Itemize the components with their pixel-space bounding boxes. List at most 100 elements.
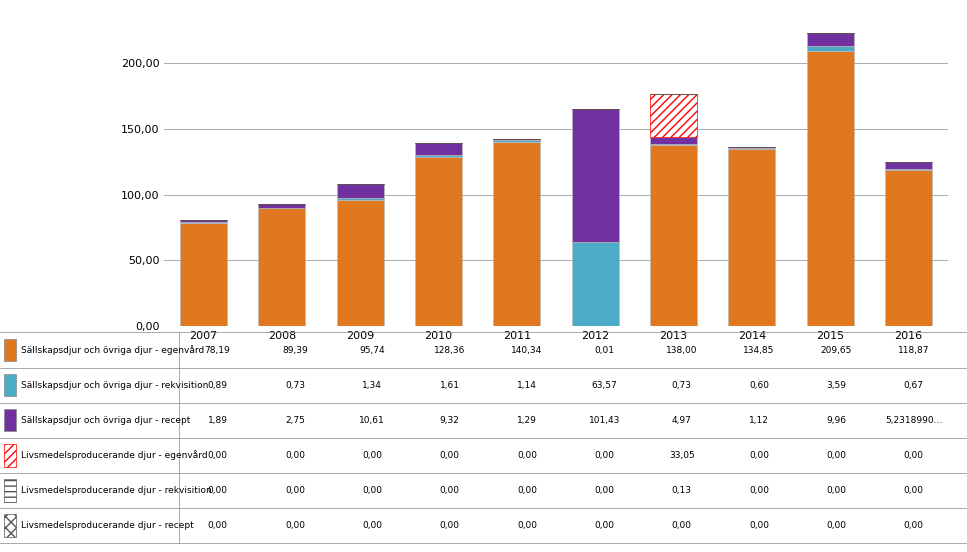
Bar <box>258 209 306 326</box>
Text: 0,89: 0,89 <box>208 380 227 390</box>
Text: 0,00: 0,00 <box>208 451 227 460</box>
Bar <box>650 144 697 145</box>
Text: 209,65: 209,65 <box>821 346 852 354</box>
Text: 0,00: 0,00 <box>595 451 614 460</box>
Text: 0,13: 0,13 <box>672 486 691 495</box>
Text: 0,00: 0,00 <box>827 451 846 460</box>
Bar <box>728 147 776 148</box>
Text: 0,67: 0,67 <box>904 380 923 390</box>
Text: 0,00: 0,00 <box>208 486 227 495</box>
Text: 138,00: 138,00 <box>666 346 697 354</box>
Text: 0,00: 0,00 <box>827 486 846 495</box>
Text: 0,73: 0,73 <box>285 380 305 390</box>
Text: 63,57: 63,57 <box>592 380 617 390</box>
Text: 0,00: 0,00 <box>672 521 691 530</box>
Text: 0,00: 0,00 <box>904 451 923 460</box>
Bar <box>180 222 227 223</box>
Text: 4,97: 4,97 <box>672 416 691 424</box>
Text: Livsmedelsproducerande djur - rekvisition: Livsmedelsproducerande djur - rekvisitio… <box>21 486 212 495</box>
Text: 10,61: 10,61 <box>360 416 385 424</box>
Text: Livsmedelsproducerande djur - egenvård: Livsmedelsproducerande djur - egenvård <box>21 450 208 460</box>
Bar <box>650 145 697 326</box>
Text: 89,39: 89,39 <box>282 346 308 354</box>
Text: 0,60: 0,60 <box>749 380 769 390</box>
Text: 3,59: 3,59 <box>827 380 846 390</box>
Text: 0,00: 0,00 <box>749 451 769 460</box>
Bar <box>180 223 227 326</box>
Text: 9,32: 9,32 <box>440 416 459 424</box>
Bar <box>650 94 697 137</box>
Text: 0,00: 0,00 <box>363 451 382 460</box>
Bar <box>806 33 854 46</box>
Text: 118,87: 118,87 <box>898 346 929 354</box>
Text: Livsmedelsproducerande djur - recept: Livsmedelsproducerande djur - recept <box>21 521 194 530</box>
Text: 33,05: 33,05 <box>669 451 694 460</box>
Bar <box>885 162 932 169</box>
Text: 0,00: 0,00 <box>749 521 769 530</box>
Bar <box>415 155 462 157</box>
Text: 0,00: 0,00 <box>517 451 537 460</box>
Bar <box>806 46 854 51</box>
Bar <box>728 149 776 326</box>
Text: 128,36: 128,36 <box>434 346 465 354</box>
Text: 101,43: 101,43 <box>589 416 620 424</box>
Bar <box>337 200 384 326</box>
Bar <box>337 198 384 200</box>
Text: 1,29: 1,29 <box>517 416 537 424</box>
Text: 0,00: 0,00 <box>285 486 305 495</box>
Text: 0,00: 0,00 <box>904 486 923 495</box>
Text: 95,74: 95,74 <box>360 346 385 354</box>
Text: 0,00: 0,00 <box>208 521 227 530</box>
Text: 9,96: 9,96 <box>827 416 846 424</box>
Text: 0,00: 0,00 <box>749 486 769 495</box>
Text: Sällskapsdjur och övriga djur - rekvisition: Sällskapsdjur och övriga djur - rekvisit… <box>21 380 209 390</box>
Text: 0,00: 0,00 <box>595 521 614 530</box>
Bar <box>571 109 619 242</box>
Text: Sällskapsdjur och övriga djur - egenvård: Sällskapsdjur och övriga djur - egenvård <box>21 345 205 355</box>
Text: 0,00: 0,00 <box>440 521 459 530</box>
Text: 0,00: 0,00 <box>285 521 305 530</box>
Bar <box>258 208 306 209</box>
Bar <box>728 148 776 149</box>
Text: 0,00: 0,00 <box>440 451 459 460</box>
Text: 140,34: 140,34 <box>512 346 542 354</box>
Bar <box>493 140 541 142</box>
Bar <box>4 444 16 466</box>
Text: 0,00: 0,00 <box>904 521 923 530</box>
Text: 0,01: 0,01 <box>595 346 614 354</box>
Bar <box>493 142 541 326</box>
Bar <box>806 51 854 326</box>
Bar <box>180 220 227 222</box>
Bar <box>650 137 697 144</box>
Bar <box>885 170 932 326</box>
Bar <box>337 184 384 198</box>
Bar <box>415 143 462 155</box>
Text: 0,00: 0,00 <box>440 486 459 495</box>
Bar <box>415 157 462 326</box>
Bar <box>4 339 16 362</box>
Text: Sällskapsdjur och övriga djur - recept: Sällskapsdjur och övriga djur - recept <box>21 416 190 424</box>
Bar <box>258 204 306 208</box>
Bar <box>4 374 16 396</box>
Bar <box>4 409 16 432</box>
Text: 0,00: 0,00 <box>363 521 382 530</box>
Text: 5,2318990…: 5,2318990… <box>885 416 943 424</box>
Text: 1,61: 1,61 <box>440 380 459 390</box>
Text: 0,00: 0,00 <box>517 521 537 530</box>
Text: 0,00: 0,00 <box>285 451 305 460</box>
Text: 1,34: 1,34 <box>363 380 382 390</box>
Text: 0,00: 0,00 <box>595 486 614 495</box>
Text: 0,00: 0,00 <box>363 486 382 495</box>
Text: 1,12: 1,12 <box>749 416 769 424</box>
Bar <box>4 479 16 502</box>
Text: 2,75: 2,75 <box>285 416 305 424</box>
Text: 78,19: 78,19 <box>205 346 230 354</box>
Text: 0,00: 0,00 <box>517 486 537 495</box>
Text: 1,14: 1,14 <box>517 380 537 390</box>
Text: 1,89: 1,89 <box>208 416 227 424</box>
Bar <box>885 169 932 170</box>
Text: 0,73: 0,73 <box>672 380 691 390</box>
Bar <box>4 514 16 537</box>
Bar <box>571 242 619 326</box>
Text: 134,85: 134,85 <box>744 346 775 354</box>
